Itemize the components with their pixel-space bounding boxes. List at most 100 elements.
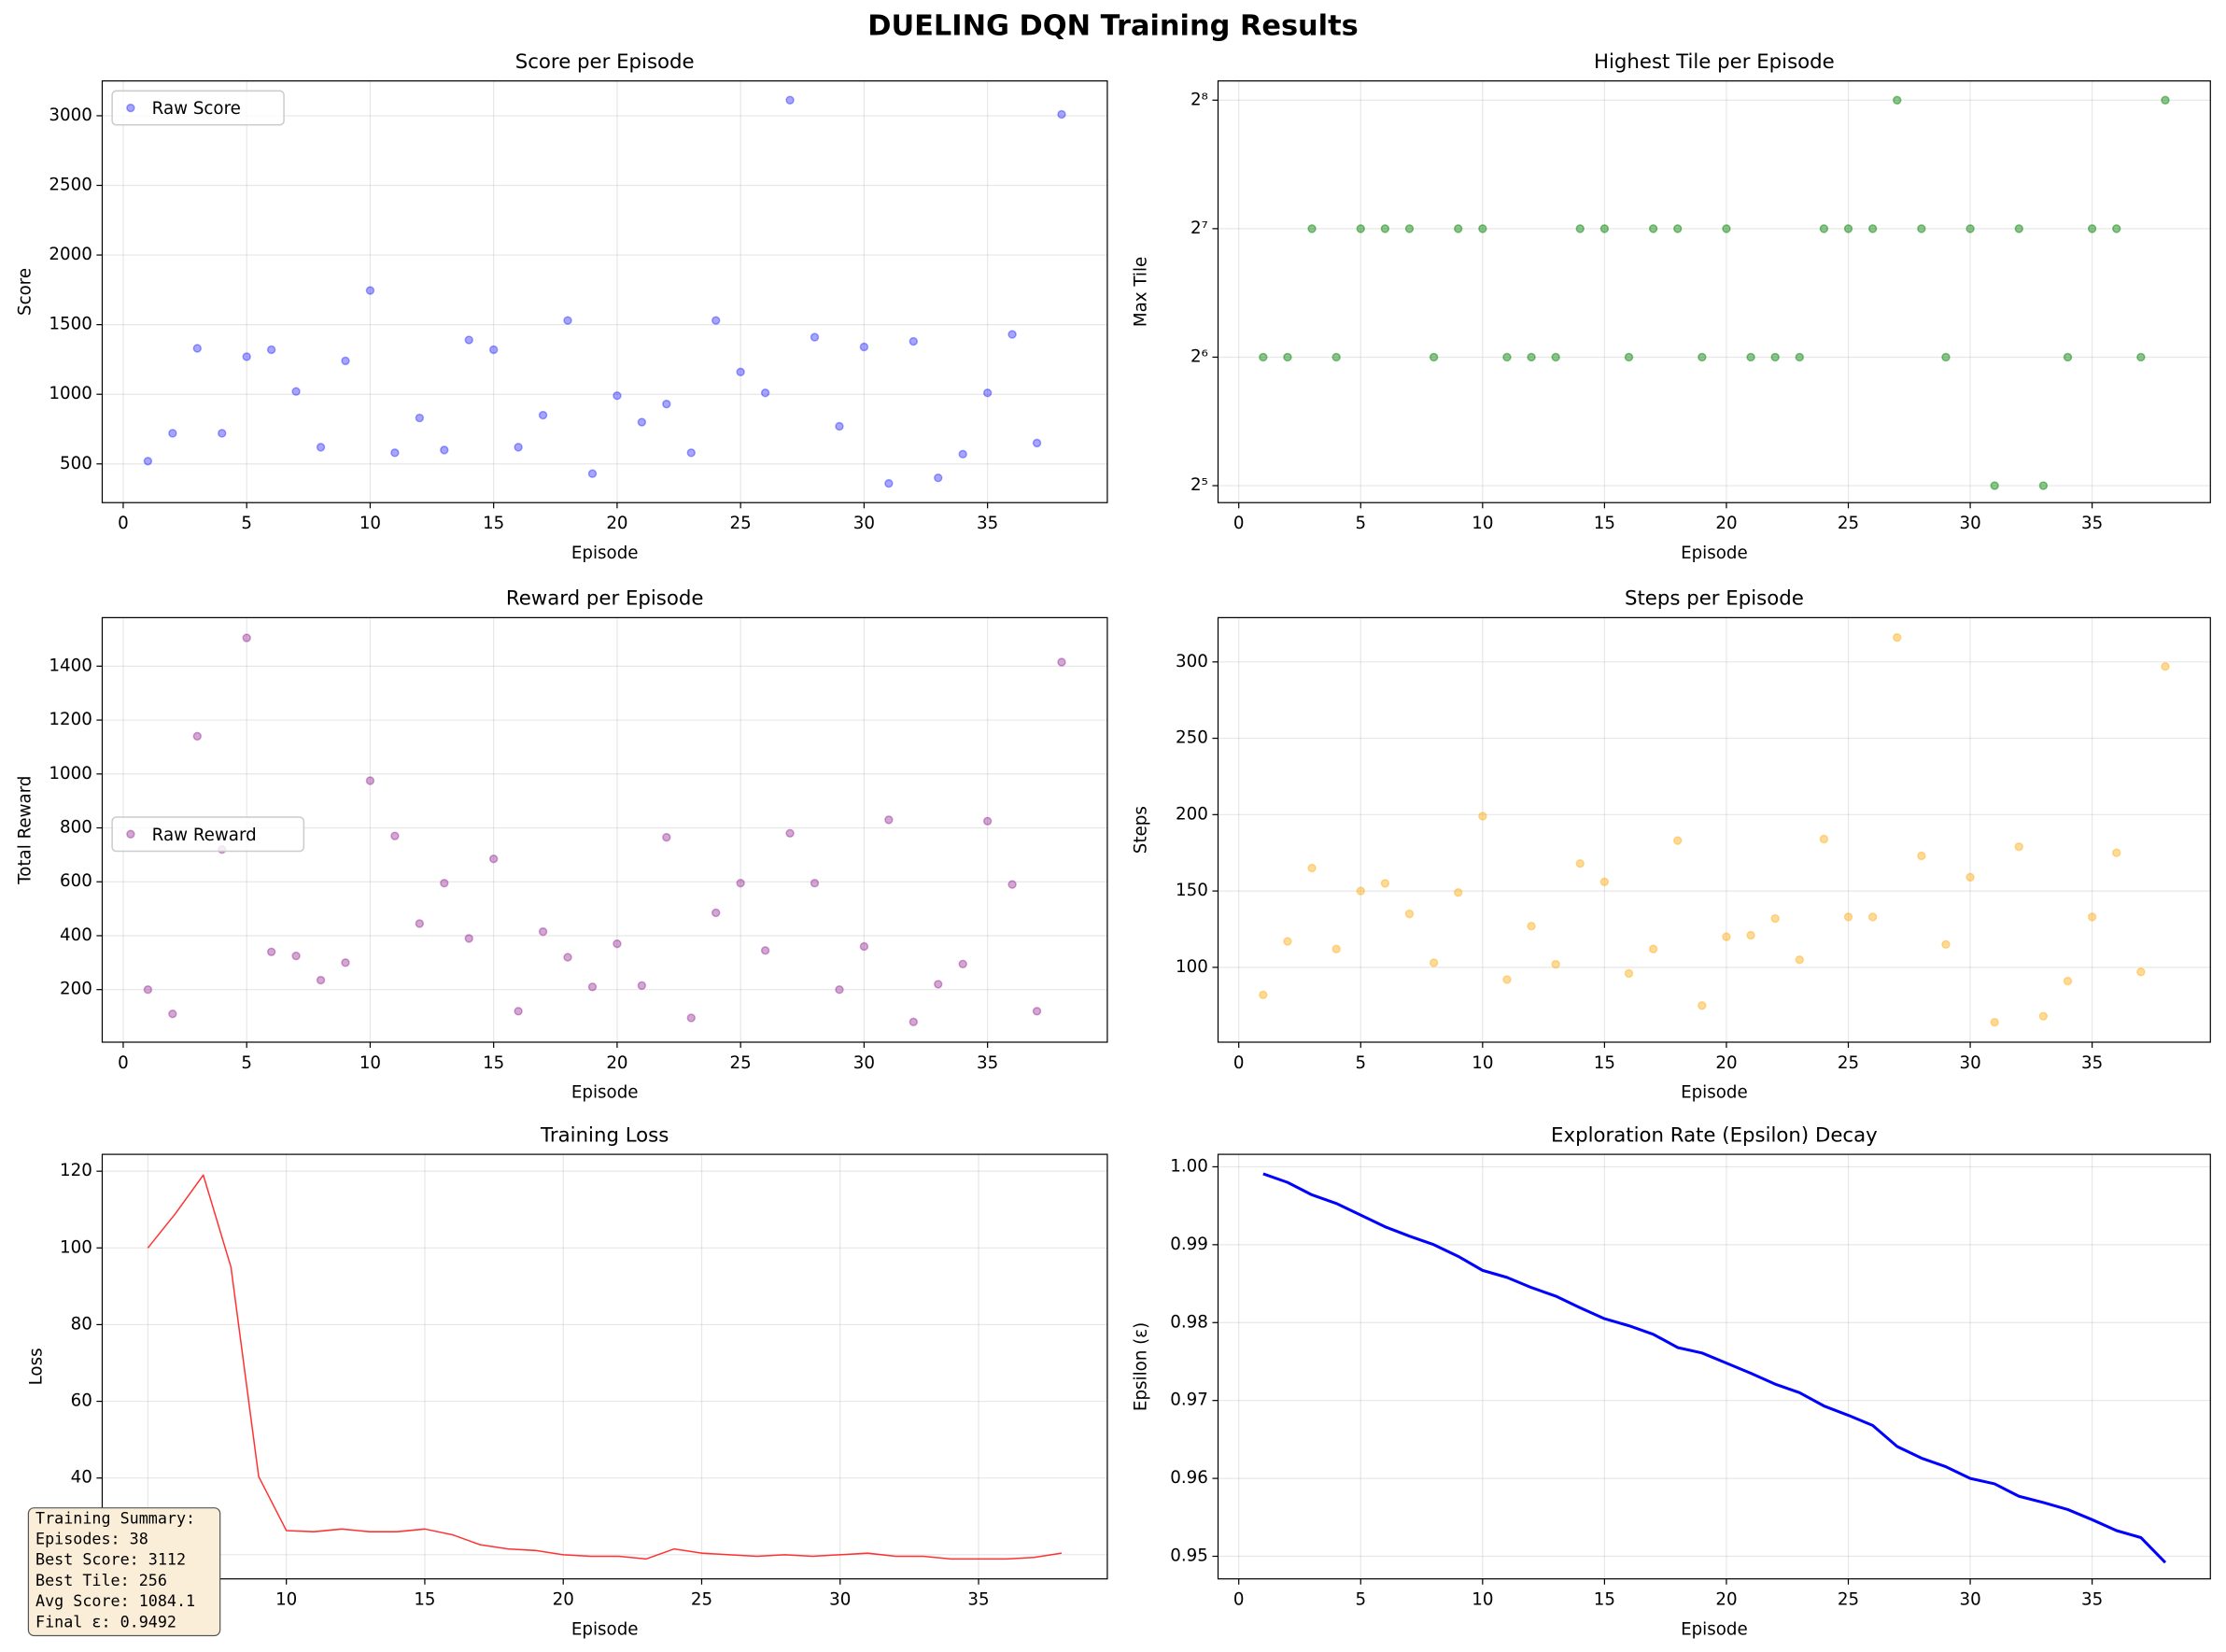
data-point [1867, 912, 1878, 922]
data-point [1259, 990, 1268, 1000]
x-tick-label: 10 [359, 514, 381, 533]
data-point [1648, 944, 1658, 953]
x-tick-label: 5 [1355, 514, 1366, 533]
data-point [514, 443, 523, 452]
data-point [958, 959, 967, 968]
data-point [982, 816, 993, 826]
data-point [291, 951, 301, 961]
x-tick-label: 5 [241, 514, 252, 533]
x-tick-label: 5 [1355, 1053, 1366, 1073]
x-tick-label: 35 [977, 1053, 998, 1073]
y-tick-label: 0.95 [1170, 1546, 1208, 1566]
data-point [1722, 224, 1731, 233]
data-point [1698, 352, 1707, 362]
data-point [1673, 836, 1683, 845]
x-tick-label: 0 [1233, 1590, 1245, 1610]
x-tick-label: 20 [553, 1590, 574, 1610]
data-line [1262, 1172, 2167, 1564]
data-point [909, 336, 919, 346]
data-point [514, 1007, 523, 1016]
x-tick-label: 10 [1472, 1590, 1493, 1610]
data-point [1843, 912, 1853, 922]
data-point [613, 939, 622, 949]
data-point [1917, 851, 1926, 861]
data-point [2112, 848, 2121, 857]
summary-line: Best Tile: 256 [35, 1571, 167, 1589]
data-point [785, 95, 795, 105]
data-point [1990, 1018, 1999, 1027]
x-tick-label: 0 [1233, 514, 1245, 533]
data-point [1527, 921, 1536, 931]
data-point [1990, 481, 1999, 490]
data-point [1599, 224, 1610, 233]
data-point [242, 352, 251, 361]
x-axis-label: Episode [571, 1083, 639, 1103]
data-point [1331, 944, 1341, 953]
data-point [365, 286, 375, 295]
x-tick-label: 10 [359, 1053, 381, 1073]
x-tick-label: 25 [1838, 1053, 1859, 1073]
data-point [1575, 858, 1585, 868]
data-point [538, 926, 548, 937]
chart-title: Exploration Rate (Epsilon) Decay [1551, 1123, 1878, 1147]
data-point [1624, 968, 1634, 979]
data-point [341, 356, 350, 366]
data-point [538, 410, 548, 420]
y-tick-label: 200 [1176, 804, 1208, 824]
data-point [1941, 352, 1951, 362]
data-point [266, 345, 276, 355]
y-tick-label: 60 [71, 1391, 92, 1411]
y-axis-label: Steps [1131, 806, 1150, 854]
x-tick-label: 25 [691, 1590, 712, 1610]
axes-frame [1217, 1153, 2211, 1580]
summary-line: Training Summary: [35, 1508, 195, 1527]
data-point [1893, 95, 1902, 105]
data-point [1429, 958, 1439, 967]
summary-box [27, 1507, 221, 1637]
data-point [390, 448, 400, 458]
y-tick-label: 1400 [49, 656, 92, 675]
data-point [1007, 880, 1017, 889]
figure-title: DUELING DQN Training Results [867, 9, 1358, 42]
data-point [192, 731, 203, 741]
x-tick-label: 25 [1838, 1590, 1859, 1610]
data-point [662, 399, 671, 409]
y-tick-label: 0.99 [1170, 1235, 1208, 1254]
data-point [1599, 877, 1610, 886]
y-tick-label: 80 [71, 1314, 92, 1334]
data-point [1819, 224, 1829, 233]
data-point [1429, 352, 1439, 362]
data-point [1380, 879, 1390, 888]
data-point [859, 941, 869, 952]
x-tick-label: 30 [853, 1053, 875, 1073]
data-point [440, 445, 449, 455]
data-point [1380, 224, 1390, 233]
data-point [192, 344, 203, 353]
x-tick-label: 35 [2081, 1053, 2103, 1073]
data-point [168, 429, 177, 438]
data-point [1795, 352, 1804, 362]
x-axis-label: Episode [1681, 544, 1748, 563]
data-point [1795, 954, 1804, 965]
data-point [810, 332, 820, 342]
y-tick-label: 2⁶ [1190, 346, 1208, 366]
data-point [1867, 224, 1878, 233]
data-point [1032, 1007, 1042, 1016]
data-point [810, 878, 820, 888]
data-point [2161, 95, 2170, 105]
data-point [1698, 1001, 1707, 1010]
data-point [488, 854, 499, 864]
data-point [2161, 661, 2170, 671]
x-tick-label: 5 [241, 1053, 252, 1073]
axes-frame [1217, 616, 2211, 1043]
y-axis-label: Total Reward [15, 776, 35, 885]
y-tick-label: 200 [60, 980, 92, 999]
data-point [1551, 352, 1560, 362]
summary-line: Episodes: 38 [35, 1530, 148, 1548]
data-point [143, 457, 153, 466]
x-tick-label: 15 [1594, 1053, 1615, 1073]
x-tick-label: 30 [829, 1590, 851, 1610]
data-point [365, 776, 375, 785]
data-point [2136, 967, 2146, 977]
